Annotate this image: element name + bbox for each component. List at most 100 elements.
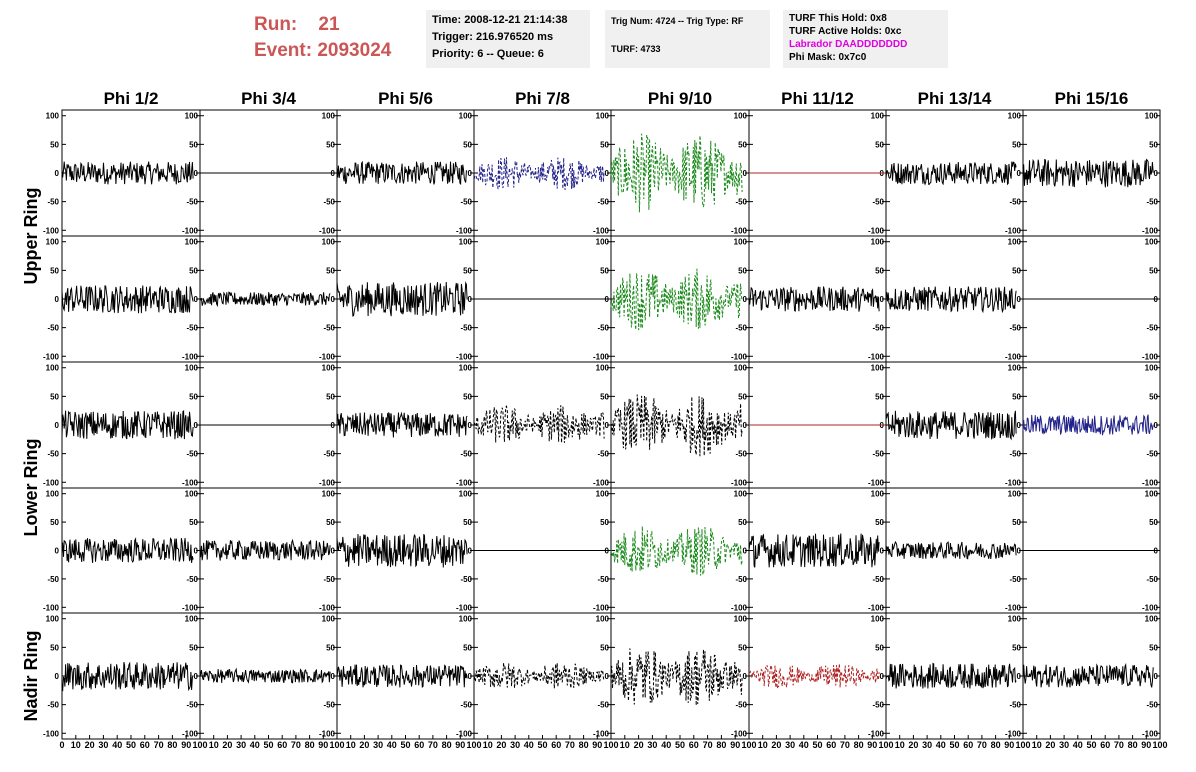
y-tick-label: 100 [322, 112, 336, 121]
ring-label-2: Lower Ring [21, 439, 41, 537]
y-tick-label: 50 [1149, 140, 1158, 149]
y-tick-label: 0 [743, 169, 748, 178]
run-value: 21 [318, 14, 340, 35]
x-tick-label: 100 [1015, 740, 1030, 750]
y-tick-label: -50 [1146, 450, 1158, 459]
y-tick-label: 100 [46, 238, 60, 247]
x-tick-label: 10 [620, 740, 630, 750]
x-tick-label: 40 [524, 740, 534, 750]
y-tick-label: -50 [735, 701, 747, 710]
y-tick-label: 100 [1145, 238, 1159, 247]
y-tick-label: -100 [593, 352, 610, 361]
waveform-r5-c7 [885, 662, 1017, 689]
y-tick-label: -50 [1009, 198, 1021, 207]
y-tick-label: -50 [47, 701, 59, 710]
y-tick-label: -100 [593, 478, 610, 487]
y-tick-label: 100 [46, 364, 60, 373]
y-tick-label: 0 [605, 421, 610, 430]
waveform-r5-c5 [610, 648, 743, 706]
y-tick-label: 50 [600, 266, 609, 275]
x-tick-label: 90 [730, 740, 740, 750]
x-tick-label: 70 [428, 740, 438, 750]
y-tick-label: -50 [1146, 198, 1158, 207]
y-tick-label: 0 [1017, 672, 1022, 681]
y-tick-label: 0 [1017, 421, 1022, 430]
y-tick-label: 100 [734, 112, 748, 121]
labrador-text: Labrador DAADDDDDDD [789, 39, 908, 50]
y-tick-label: -50 [597, 701, 609, 710]
y-tick-label: -50 [735, 575, 747, 584]
y-tick-label: 100 [459, 364, 473, 373]
y-tick-label: 100 [596, 112, 610, 121]
y-tick-label: -100 [182, 603, 199, 612]
y-tick-label: 50 [326, 140, 335, 149]
y-tick-label: 100 [871, 615, 885, 624]
y-tick-label: -50 [1146, 701, 1158, 710]
y-tick-label: -100 [43, 603, 60, 612]
phi-mask-text: Phi Mask: 0x7c0 [789, 52, 867, 63]
waveform-r2-c7 [885, 286, 1017, 314]
y-tick-label: 50 [1012, 518, 1021, 527]
y-tick-label: -50 [1009, 324, 1021, 333]
waveform-r2-c6 [748, 286, 880, 312]
waveform-r5-c1 [61, 661, 194, 692]
x-tick-label: 70 [840, 740, 850, 750]
y-tick-label: -100 [456, 603, 473, 612]
x-tick-label: 100 [192, 740, 207, 750]
turf-active-text: TURF Active Holds: 0xc [789, 26, 902, 37]
y-tick-label: -50 [872, 198, 884, 207]
y-tick-label: -50 [735, 198, 747, 207]
x-tick-label: 100 [329, 740, 344, 750]
x-tick-label: 30 [647, 740, 657, 750]
waveform-r4-c2 [199, 538, 331, 561]
y-tick-label: 0 [1017, 295, 1022, 304]
waveform-r4-c1 [61, 537, 194, 563]
y-tick-label: 100 [459, 490, 473, 499]
y-tick-label: 100 [185, 112, 199, 121]
x-tick-label: 90 [455, 740, 465, 750]
y-tick-label: -100 [1142, 226, 1159, 235]
waveform-r2-c1 [61, 285, 194, 314]
time-info-box: Time: 2008-12-21 21:14:38 Trigger: 216.9… [426, 10, 590, 68]
x-tick-label: 80 [167, 740, 177, 750]
x-tick-label: 10 [209, 740, 219, 750]
y-tick-label: -50 [186, 450, 198, 459]
y-tick-label: 50 [738, 392, 747, 401]
y-tick-label: 0 [880, 295, 885, 304]
x-tick-label: 60 [1100, 740, 1110, 750]
x-tick-label: 40 [112, 740, 122, 750]
trig-num-text: Trig Num: 4724 -- Trig Type: RF [611, 16, 744, 26]
y-tick-label: -100 [319, 352, 336, 361]
y-tick-label: -50 [1009, 575, 1021, 584]
y-tick-label: 0 [331, 547, 336, 556]
waveform-r1-c1 [61, 161, 194, 185]
x-tick-label: 10 [758, 740, 768, 750]
y-tick-label: 50 [875, 392, 884, 401]
y-tick-label: 100 [1008, 490, 1022, 499]
y-tick-label: -100 [593, 729, 610, 738]
y-tick-label: -100 [868, 478, 885, 487]
y-tick-label: 0 [743, 295, 748, 304]
y-tick-label: -100 [868, 603, 885, 612]
y-tick-label: 0 [194, 672, 199, 681]
x-tick-label: 80 [305, 740, 315, 750]
x-tick-label: 20 [908, 740, 918, 750]
priority-text: Priority: 6 -- Queue: 6 [432, 48, 544, 60]
y-tick-label: 50 [189, 643, 198, 652]
turf-text: TURF: 4733 [611, 44, 661, 54]
column-header-2: Phi 3/4 [241, 89, 296, 108]
x-tick-label: 40 [250, 740, 260, 750]
x-tick-label: 10 [1032, 740, 1042, 750]
y-tick-label: 0 [331, 672, 336, 681]
y-tick-label: 100 [596, 364, 610, 373]
y-tick-label: 100 [185, 238, 199, 247]
y-tick-label: -50 [323, 450, 335, 459]
y-tick-label: -100 [1142, 729, 1159, 738]
x-tick-label: 70 [154, 740, 164, 750]
y-tick-label: -100 [182, 352, 199, 361]
waveform-r3-c7 [885, 410, 1017, 441]
y-tick-label: -100 [593, 603, 610, 612]
x-tick-label: 100 [603, 740, 618, 750]
y-tick-label: 0 [468, 547, 473, 556]
y-tick-label: 50 [1149, 266, 1158, 275]
